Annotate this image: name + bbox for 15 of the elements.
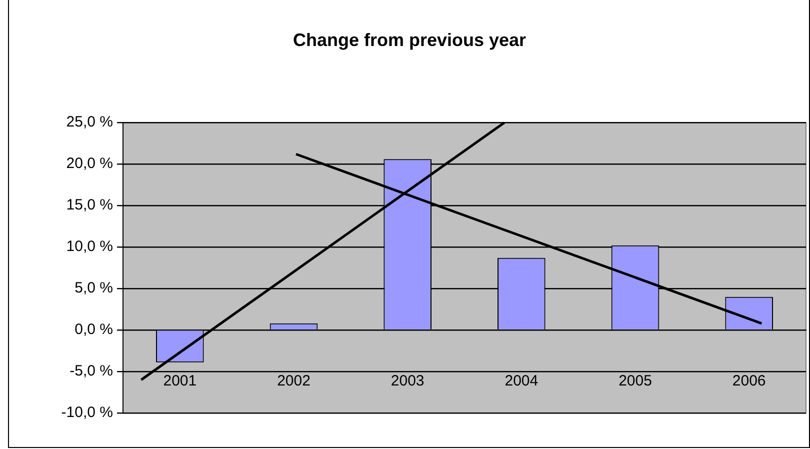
x-tick-label: 2004 — [504, 372, 538, 390]
y-tick-label: 10,0 % — [66, 238, 113, 256]
y-tick-label: 0,0 % — [74, 321, 113, 338]
y-tick-label: 20,0 % — [66, 155, 113, 172]
x-tick-label: 2002 — [277, 372, 310, 390]
y-tick-label: 5,0 % — [74, 280, 113, 297]
y-tick-label: 15,0 % — [66, 196, 113, 214]
y-tick-label: -10,0 % — [61, 404, 113, 422]
x-tick-label: 2006 — [732, 372, 766, 390]
y-tick-label: 25,0 % — [66, 114, 113, 131]
chart-title: Change from previous year — [292, 30, 526, 50]
y-tick-label: -5,0 % — [70, 362, 113, 380]
x-tick-label: 2001 — [163, 372, 197, 390]
x-tick-label: 2005 — [618, 372, 652, 390]
x-tick-label: 2003 — [390, 372, 424, 390]
